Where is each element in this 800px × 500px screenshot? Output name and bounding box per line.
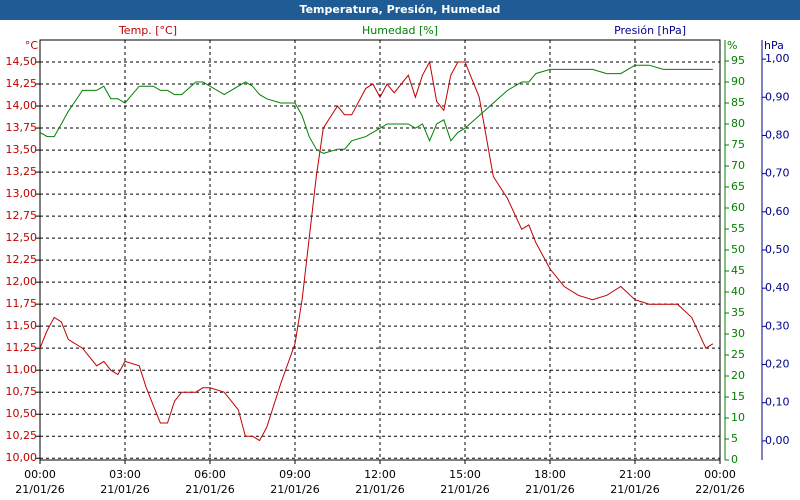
y2-tick-label: 20 bbox=[731, 369, 745, 382]
y-tick-label: 11,75 bbox=[6, 297, 38, 310]
y-tick-label: 11,25 bbox=[6, 341, 38, 354]
series-title: Presión [hPa] bbox=[614, 24, 686, 37]
y3-axis-unit: hPa bbox=[764, 39, 784, 52]
x-tick-date: 21/01/26 bbox=[440, 483, 489, 496]
x-tick-label: 15:00 bbox=[449, 468, 481, 481]
x-tick-label: 06:00 bbox=[194, 468, 226, 481]
y2-tick-label: 80 bbox=[731, 117, 745, 130]
y-tick-label: 11,00 bbox=[6, 363, 38, 376]
y-tick-label: 14,00 bbox=[6, 99, 38, 112]
y3-tick-label: 0,50 bbox=[765, 243, 790, 256]
title-bar bbox=[0, 0, 800, 20]
y-tick-label: 13,75 bbox=[6, 121, 38, 134]
y-tick-label: 10,50 bbox=[6, 407, 38, 420]
y3-tick-label: 1,00 bbox=[765, 52, 790, 65]
y2-tick-label: 30 bbox=[731, 327, 745, 340]
y2-tick-label: 5 bbox=[731, 432, 738, 445]
x-tick-label: 00:00 bbox=[24, 468, 56, 481]
y2-tick-label: 45 bbox=[731, 264, 745, 277]
y-tick-label: 11,50 bbox=[6, 319, 38, 332]
y-tick-label: 12,75 bbox=[6, 209, 38, 222]
chart-title: Temperatura, Presión, Humedad bbox=[300, 3, 501, 16]
y-tick-label: 13,00 bbox=[6, 187, 38, 200]
y-tick-label: 10,75 bbox=[6, 385, 38, 398]
y2-axis-unit: % bbox=[727, 39, 737, 52]
x-tick-label: 21:00 bbox=[619, 468, 651, 481]
x-tick-label: 12:00 bbox=[364, 468, 396, 481]
y3-tick-label: 0,00 bbox=[765, 434, 790, 447]
series-title: Temp. [°C] bbox=[118, 24, 177, 37]
y2-tick-label: 10 bbox=[731, 411, 745, 424]
y2-tick-label: 35 bbox=[731, 306, 745, 319]
y2-tick-label: 15 bbox=[731, 390, 745, 403]
series-title: Humedad [%] bbox=[362, 24, 438, 37]
y3-tick-label: 0,30 bbox=[765, 319, 790, 332]
y-tick-label: 10,00 bbox=[6, 451, 38, 464]
y3-tick-label: 0,40 bbox=[765, 281, 790, 294]
y-tick-label: 10,25 bbox=[6, 429, 38, 442]
y3-tick-label: 0,70 bbox=[765, 167, 790, 180]
x-tick-date: 21/01/26 bbox=[15, 483, 64, 496]
y2-tick-label: 40 bbox=[731, 285, 745, 298]
y3-tick-label: 0,60 bbox=[765, 205, 790, 218]
y-tick-label: 13,25 bbox=[6, 165, 38, 178]
y3-tick-label: 0,20 bbox=[765, 358, 790, 371]
y2-tick-label: 85 bbox=[731, 96, 745, 109]
y2-tick-label: 0 bbox=[731, 453, 738, 466]
y2-tick-label: 25 bbox=[731, 348, 745, 361]
y-tick-label: 13,50 bbox=[6, 143, 38, 156]
x-tick-label: 00:00 bbox=[704, 468, 736, 481]
y-tick-label: 12,00 bbox=[6, 275, 38, 288]
y3-tick-label: 0,80 bbox=[765, 128, 790, 141]
x-tick-date: 21/01/26 bbox=[270, 483, 319, 496]
x-tick-label: 03:00 bbox=[109, 468, 141, 481]
y2-tick-label: 95 bbox=[731, 54, 745, 67]
x-tick-date: 21/01/26 bbox=[355, 483, 404, 496]
y3-tick-label: 0,90 bbox=[765, 90, 790, 103]
y2-tick-label: 55 bbox=[731, 222, 745, 235]
x-tick-date: 22/01/26 bbox=[695, 483, 744, 496]
x-tick-date: 21/01/26 bbox=[100, 483, 149, 496]
y-tick-label: 12,50 bbox=[6, 231, 38, 244]
y2-tick-label: 90 bbox=[731, 75, 745, 88]
series-line bbox=[39, 64, 713, 154]
y-tick-label: 14,50 bbox=[6, 55, 38, 68]
y2-tick-label: 60 bbox=[731, 201, 745, 214]
series-line bbox=[39, 60, 714, 442]
x-tick-date: 21/01/26 bbox=[525, 483, 574, 496]
x-tick-label: 09:00 bbox=[279, 468, 311, 481]
y-tick-label: 14,25 bbox=[6, 77, 38, 90]
x-tick-date: 21/01/26 bbox=[610, 483, 659, 496]
x-tick-label: 18:00 bbox=[534, 468, 566, 481]
y-tick-label: 12,25 bbox=[6, 253, 38, 266]
x-tick-date: 21/01/26 bbox=[185, 483, 234, 496]
y2-tick-label: 50 bbox=[731, 243, 745, 256]
y2-tick-label: 75 bbox=[731, 138, 745, 151]
y2-tick-label: 65 bbox=[731, 180, 745, 193]
y3-tick-label: 0,10 bbox=[765, 396, 790, 409]
y-axis-unit: °C bbox=[25, 39, 39, 52]
y2-tick-label: 70 bbox=[731, 159, 745, 172]
